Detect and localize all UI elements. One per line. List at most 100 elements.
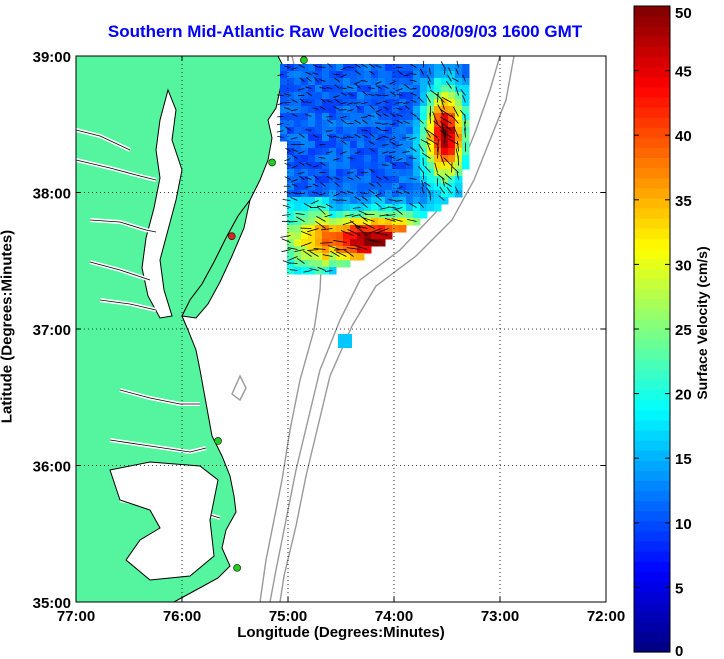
velocity-arrow <box>369 182 375 187</box>
velocity-arrow <box>355 174 361 180</box>
velocity-arrow <box>375 126 382 131</box>
velocity-arrow <box>340 67 347 71</box>
velocity-arrow <box>333 158 340 161</box>
velocity-cell <box>322 169 330 177</box>
velocity-cell <box>364 197 372 205</box>
velocity-arrow <box>291 155 298 159</box>
velocity-cell <box>322 71 330 79</box>
velocity-cell <box>336 211 344 219</box>
velocity-cell <box>322 148 330 156</box>
velocity-cell <box>357 190 365 198</box>
velocity-cell <box>364 204 372 212</box>
velocity-arrow <box>440 61 445 68</box>
velocity-cell <box>294 211 302 219</box>
velocity-arrow <box>397 70 403 75</box>
velocity-arrow <box>354 151 361 155</box>
velocity-arrow <box>295 213 305 215</box>
velocity-cell <box>392 71 400 79</box>
velocity-arrow <box>312 191 319 194</box>
velocity-cell <box>322 253 330 261</box>
velocity-cell <box>336 120 344 128</box>
velocity-cell <box>413 85 421 93</box>
velocity-cell <box>385 197 393 205</box>
velocity-arrow <box>436 173 445 180</box>
velocity-cell <box>350 197 358 205</box>
velocity-cell <box>455 64 463 72</box>
colorbar-segment <box>634 268 670 280</box>
velocity-arrow <box>375 85 382 89</box>
velocity-cell <box>357 239 365 247</box>
velocity-cell <box>308 162 316 170</box>
velocity-cell <box>294 99 302 107</box>
velocity-cell <box>287 92 295 100</box>
velocity-cell <box>378 204 386 212</box>
velocity-cell <box>392 225 400 233</box>
velocity-arrow <box>440 116 452 124</box>
velocity-cell <box>448 78 456 86</box>
velocity-cell <box>441 120 449 128</box>
velocity-cell <box>336 197 344 205</box>
velocity-arrow <box>288 256 298 261</box>
velocity-arrow <box>340 74 347 78</box>
velocity-cell <box>308 267 316 275</box>
velocity-cell <box>301 267 309 275</box>
colorbar-segment <box>634 76 670 88</box>
velocity-cell <box>287 113 295 121</box>
velocity-cell <box>364 246 372 254</box>
velocity-arrow <box>298 88 305 91</box>
velocity-cell <box>329 225 337 233</box>
colorbar-segment <box>634 389 670 401</box>
velocity-cell <box>287 204 295 212</box>
velocity-arrow <box>420 139 431 145</box>
velocity-arrow <box>291 165 298 169</box>
velocity-arrow <box>277 102 284 106</box>
velocity-cell <box>406 148 414 156</box>
velocity-cell <box>448 85 456 93</box>
colorbar-segment <box>634 419 670 431</box>
velocity-arrow <box>418 166 424 173</box>
velocity-cell <box>420 120 428 128</box>
velocity-arrow <box>374 232 389 236</box>
velocity-cell <box>315 246 323 254</box>
colorbar-tick-label: 50 <box>675 5 692 22</box>
velocity-arrow <box>288 262 298 264</box>
velocity-cell <box>308 64 316 72</box>
colorbar-segment <box>634 238 670 249</box>
velocity-cell <box>315 183 323 191</box>
velocity-cell <box>301 155 309 163</box>
velocity-cell <box>336 99 344 107</box>
velocity-cell <box>462 64 470 72</box>
velocity-cell <box>406 162 414 170</box>
velocity-cell <box>413 169 421 177</box>
velocity-cell <box>385 176 393 184</box>
velocity-arrow <box>456 60 459 68</box>
velocity-cell <box>406 64 414 72</box>
river-outline-3 <box>99 299 157 311</box>
colorbar-segment <box>634 510 670 522</box>
velocity-arrow <box>432 111 438 124</box>
velocity-cell <box>301 190 309 198</box>
velocity-cell <box>308 183 316 191</box>
velocity-arrow <box>347 93 354 96</box>
velocity-cell <box>413 64 421 72</box>
velocity-cell <box>357 113 365 121</box>
colorbar-tick-label: 0 <box>675 643 683 659</box>
velocity-cell <box>392 211 400 219</box>
velocity-arrow <box>340 116 347 119</box>
velocity-cell <box>308 239 316 247</box>
velocity-cell <box>385 113 393 121</box>
velocity-arrow <box>428 67 431 75</box>
velocity-cell <box>392 176 400 184</box>
velocity-arrow <box>409 137 417 141</box>
velocity-cell <box>301 253 309 261</box>
velocity-cell <box>280 120 288 128</box>
velocity-cell <box>427 78 435 86</box>
velocity-cell <box>378 183 386 191</box>
velocity-arrow <box>355 84 361 89</box>
velocity-arrow <box>374 122 382 124</box>
velocity-cell <box>392 183 400 191</box>
velocity-cell <box>455 71 463 79</box>
velocity-cell <box>448 71 456 79</box>
velocity-arrow <box>346 247 361 250</box>
velocity-cell <box>413 148 421 156</box>
